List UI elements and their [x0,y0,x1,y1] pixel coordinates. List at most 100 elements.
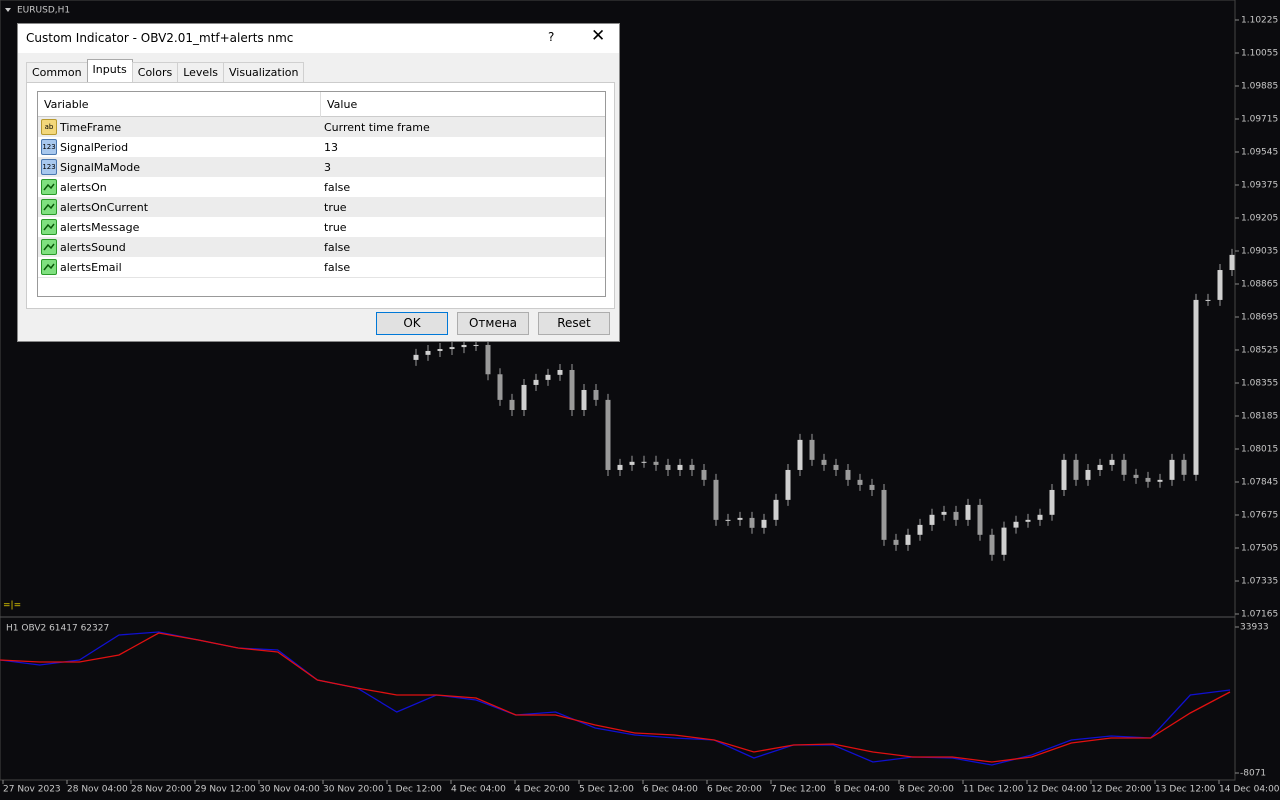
indicator-title: H1 OBV2 61417 62327 [6,624,109,634]
y-tick-label: 1.09375 [1241,181,1278,191]
close-button[interactable]: ✕ [591,26,606,46]
obv-line [0,631,1231,766]
candle [1097,464,1103,470]
candle [929,514,935,525]
candle [533,379,539,385]
candle [1205,299,1211,301]
button[interactable]: Reset [538,312,610,335]
y-tick-label: 1.08525 [1241,346,1278,356]
candle [557,369,563,375]
x-tick-label: 7 Dec 12:00 [771,785,826,795]
value[interactable]: true [324,201,347,214]
y-tick-label: 1.09205 [1241,214,1278,224]
y-tick-label: 1.08695 [1241,313,1278,323]
x-tick-label: 6 Dec 20:00 [707,785,762,795]
type-icon [41,179,57,195]
x-tick-label: 30 Nov 20:00 [323,785,384,795]
value[interactable]: false [324,261,351,274]
value[interactable]: Current time frame [324,121,430,134]
bool-glyph [43,223,55,231]
table-row[interactable]: alertsSound false [38,237,605,258]
x-tick-label: 11 Dec 12:00 [963,785,1024,795]
dialog: Custom Indicator - OBV2.01_mtf+alerts nm… [17,23,620,342]
button[interactable]: OK [376,312,448,335]
tab[interactable]: Colors [131,62,179,82]
button[interactable]: Отмена [457,312,529,335]
x-tick-label: 30 Nov 04:00 [259,785,320,795]
candle [665,464,671,470]
candle [425,350,431,355]
x-tick-label: 6 Dec 04:00 [643,785,698,795]
table-row[interactable]: 123 SignalPeriod 13 [38,137,605,158]
candle [701,469,707,480]
candle [1037,514,1043,520]
candle [605,399,611,470]
obv-line [0,632,1231,763]
candle [1121,459,1127,475]
y-tick-label: 1.08185 [1241,412,1278,422]
candle [1193,299,1199,475]
candle [725,519,731,521]
candle [833,464,839,470]
candle [869,484,875,490]
variable: alertsEmail [60,261,122,274]
candle [917,524,923,535]
tab[interactable]: Visualization [223,62,305,82]
inputs-table: Variable Value ab TimeFrame Current time f… [37,91,606,297]
type-icon: 123 [41,159,57,175]
table-row[interactable]: 123 SignalMaMode 3 [38,157,605,178]
table-row[interactable]: alertsEmail false [38,257,605,278]
candle [413,354,419,360]
candle [1217,270,1223,300]
candle [809,439,815,460]
candle [737,517,743,520]
y-tick-label: 1.07845 [1241,478,1278,488]
value[interactable]: true [324,221,347,234]
candle [1013,521,1019,528]
candle [449,347,455,350]
value[interactable]: 13 [324,141,338,154]
candle [773,499,779,520]
candle [1181,459,1187,475]
table-row[interactable]: ab TimeFrame Current time frame [38,117,605,138]
y-tick-label: 1.09885 [1241,82,1278,92]
candle [1061,459,1067,490]
candle [485,344,491,375]
type-icon: ab [41,119,57,135]
candle [941,511,947,515]
help-button[interactable]: ? [548,30,555,44]
x-tick-label: 4 Dec 04:00 [451,785,506,795]
y-tick-label: 1.07165 [1241,610,1278,620]
candle [977,504,983,535]
bool-glyph [43,203,55,211]
variable: alertsMessage [60,221,140,234]
candle [1073,459,1079,480]
value[interactable]: false [324,181,351,194]
x-tick-label: 4 Dec 20:00 [515,785,570,795]
candle [821,459,827,465]
value[interactable]: 3 [324,161,331,174]
candle [473,344,479,346]
candle [521,384,527,410]
x-tick-label: 5 Dec 12:00 [579,785,634,795]
bool-glyph [43,263,55,271]
y-tick-label: 1.07505 [1241,544,1278,554]
tab[interactable]: Common [26,62,88,82]
candle [641,461,647,463]
tabs: Common Inputs Colors Levels Visualization [26,59,305,82]
symbol-arrow [5,8,11,12]
table-row[interactable]: alertsOnCurrent true [38,197,605,218]
table-row[interactable]: alertsOn false [38,177,605,198]
y-tick-label: 1.10225 [1241,16,1278,26]
table-row[interactable]: alertsMessage true [38,217,605,238]
tab[interactable]: Inputs [86,59,133,82]
candle [1157,479,1163,482]
candle [437,349,443,351]
tab[interactable]: Levels [177,62,224,82]
header-row: Variable Value [38,92,605,117]
bool-glyph [43,243,55,251]
candle [677,464,683,470]
value[interactable]: false [324,241,351,254]
candle [1145,477,1151,482]
